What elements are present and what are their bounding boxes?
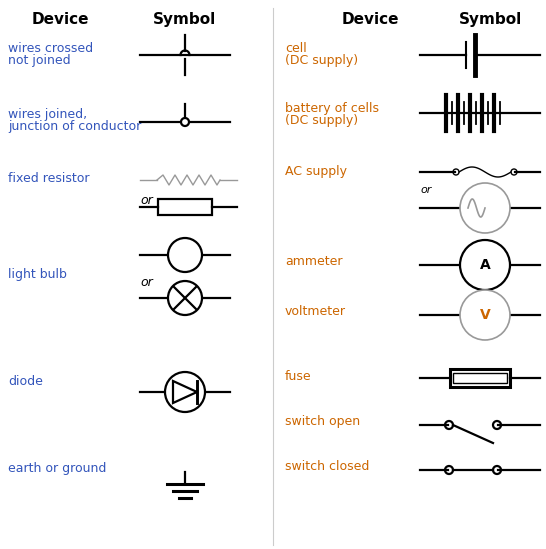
Text: wires crossed: wires crossed: [8, 42, 93, 55]
Circle shape: [453, 169, 459, 175]
Text: earth or ground: earth or ground: [8, 462, 106, 475]
Text: Device: Device: [341, 12, 399, 27]
Circle shape: [168, 281, 202, 315]
Circle shape: [493, 421, 501, 429]
Text: fuse: fuse: [285, 370, 312, 383]
Polygon shape: [173, 381, 197, 403]
Text: ammeter: ammeter: [285, 255, 342, 268]
Text: light bulb: light bulb: [8, 268, 67, 281]
Text: AC supply: AC supply: [285, 165, 347, 178]
Circle shape: [460, 240, 510, 290]
Text: (DC supply): (DC supply): [285, 114, 358, 127]
Text: or: or: [420, 185, 431, 195]
Circle shape: [460, 183, 510, 233]
Circle shape: [493, 466, 501, 474]
Text: junction of conductor: junction of conductor: [8, 120, 141, 133]
Text: Device: Device: [31, 12, 89, 27]
Text: not joined: not joined: [8, 54, 70, 67]
Text: switch open: switch open: [285, 415, 360, 428]
Circle shape: [445, 421, 453, 429]
Bar: [450, 369, 510, 387]
Text: or: or: [140, 276, 153, 289]
Text: battery of cells: battery of cells: [285, 102, 379, 115]
Circle shape: [445, 466, 453, 474]
Bar: [158, 199, 212, 215]
Text: fixed resistor: fixed resistor: [8, 172, 90, 185]
Text: Symbol: Symbol: [459, 12, 521, 27]
Text: V: V: [479, 308, 490, 322]
Text: or: or: [140, 194, 153, 207]
Text: switch closed: switch closed: [285, 460, 370, 473]
Circle shape: [168, 238, 202, 272]
Text: diode: diode: [8, 375, 43, 388]
Circle shape: [460, 290, 510, 340]
Circle shape: [511, 169, 517, 175]
Text: voltmeter: voltmeter: [285, 305, 346, 318]
Text: wires joined,: wires joined,: [8, 108, 87, 121]
Text: cell: cell: [285, 42, 307, 55]
Text: (DC supply): (DC supply): [285, 54, 358, 67]
Bar: [453, 373, 507, 383]
Text: A: A: [479, 258, 490, 272]
Circle shape: [165, 372, 205, 412]
Circle shape: [181, 118, 189, 126]
Text: Symbol: Symbol: [153, 12, 217, 27]
